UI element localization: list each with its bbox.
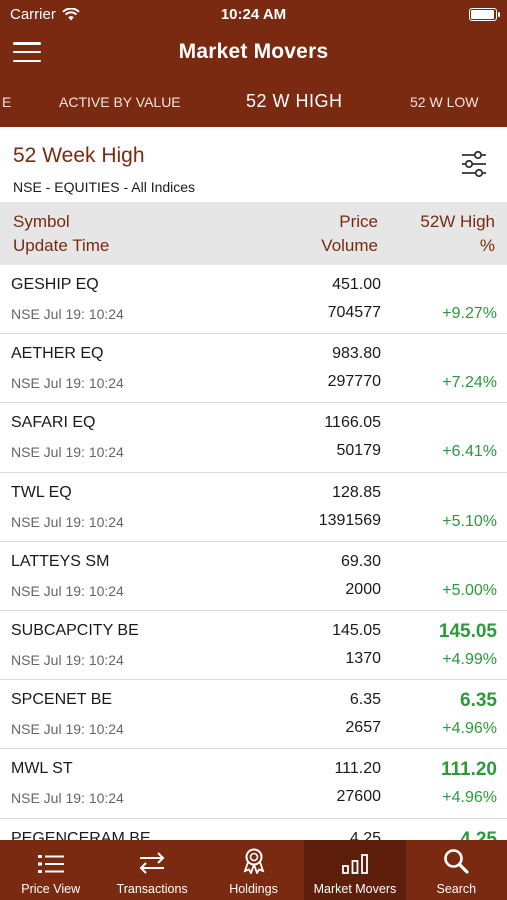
row-symbol: SPCENET BE — [11, 691, 113, 709]
table-row[interactable]: GESHIP EQ NSE Jul 19: 10:24 451.00 70457… — [0, 265, 507, 335]
row-change-pct: +6.41% — [442, 443, 497, 461]
search-icon — [444, 849, 469, 874]
tab-label: Transactions — [116, 882, 188, 896]
tab-search[interactable]: Search — [406, 840, 507, 900]
section-subtitle: NSE - EQUITIES - All Indices — [13, 179, 196, 195]
row-symbol: GESHIP EQ — [11, 276, 99, 293]
table-row[interactable]: LATTEYS SM NSE Jul 19: 10:24 69.30 2000 … — [0, 542, 507, 611]
menu-icon[interactable] — [13, 42, 41, 62]
row-update-time: NSE Jul 19: 10:24 — [11, 721, 124, 738]
row-update-time: NSE Jul 19: 10:24 — [11, 306, 124, 322]
row-price: 145.05 — [332, 621, 381, 639]
tab-previous-partial[interactable]: E — [2, 93, 12, 110]
row-symbol: TWL EQ — [11, 483, 72, 501]
table-row[interactable]: MWL ST NSE Jul 19: 10:24 111.20 27600 11… — [0, 749, 507, 819]
tab-transactions[interactable]: Transactions — [101, 840, 202, 900]
row-update-time: NSE Jul 19: 10:24 — [11, 375, 124, 392]
filter-sliders-icon[interactable] — [461, 149, 487, 179]
carrier-label: Carrier — [10, 5, 56, 23]
battery-icon — [469, 7, 500, 21]
top-bar: Carrier 10:24 AM Market Movers E ACTIVE … — [0, 0, 507, 127]
award-icon — [243, 848, 264, 874]
row-price: 451.00 — [332, 276, 381, 293]
row-volume: 704577 — [327, 304, 381, 321]
row-price: 983.80 — [332, 345, 381, 363]
row-change-pct: +5.00% — [442, 581, 497, 599]
tab-strip[interactable]: E ACTIVE BY VALUE 52 W HIGH 52 W LOW — [0, 76, 507, 127]
row-volume: 2000 — [345, 580, 381, 598]
col-update-time[interactable]: Update Time — [13, 236, 110, 255]
row-52w-high: 6.35 — [460, 690, 497, 712]
col-price[interactable]: Price — [339, 212, 378, 231]
row-volume: 1391569 — [318, 511, 381, 529]
row-symbol: PEGENCERAM BE — [11, 829, 151, 841]
tab-price-view[interactable]: Price View — [0, 840, 101, 900]
col-52w-high[interactable]: 52W High — [420, 212, 495, 231]
table-row[interactable]: TWL EQ NSE Jul 19: 10:24 128.85 1391569 … — [0, 473, 507, 542]
tab-holdings[interactable]: Holdings — [203, 840, 304, 900]
row-price: 111.20 — [334, 760, 381, 778]
row-change-pct: +4.99% — [442, 650, 497, 668]
col-percent[interactable]: % — [479, 236, 495, 255]
bottom-tab-bar: Price View Transactions Holdings Market … — [0, 840, 507, 900]
row-price: 69.30 — [340, 552, 381, 570]
tab-label: Price View — [21, 882, 81, 896]
row-symbol: MWL ST — [11, 760, 73, 778]
row-52w-high: 111.20 — [440, 759, 497, 781]
section-title: 52 Week High — [13, 144, 145, 167]
row-change-pct: +7.24% — [442, 374, 497, 392]
row-symbol: SAFARI EQ — [11, 414, 96, 432]
row-update-time: NSE Jul 19: 10:24 — [11, 444, 124, 461]
row-symbol: AETHER EQ — [11, 345, 104, 363]
col-symbol[interactable]: Symbol — [13, 212, 70, 231]
table-row[interactable]: PEGENCERAM BE 4.25 4.25 — [0, 819, 507, 841]
row-52w-high: 4.25 — [460, 828, 497, 841]
list-icon — [37, 855, 64, 873]
row-symbol: SUBCAPCITY BE — [11, 621, 139, 639]
table-row[interactable]: AETHER EQ NSE Jul 19: 10:24 983.80 29777… — [0, 334, 507, 404]
col-volume[interactable]: Volume — [321, 236, 378, 255]
row-volume: 50179 — [336, 442, 382, 460]
table-row[interactable]: SAFARI EQ NSE Jul 19: 10:24 1166.05 5017… — [0, 403, 507, 473]
row-change-pct: +9.27% — [442, 305, 497, 322]
table-row[interactable]: SPCENET BE NSE Jul 19: 10:24 6.35 2657 6… — [0, 680, 507, 750]
movers-list[interactable]: GESHIP EQ NSE Jul 19: 10:24 451.00 70457… — [0, 265, 507, 840]
row-update-time: NSE Jul 19: 10:24 — [11, 790, 124, 807]
row-volume: 2657 — [345, 719, 381, 737]
carrier-group: Carrier — [10, 6, 80, 23]
tab-active-by-value[interactable]: ACTIVE BY VALUE — [59, 93, 181, 110]
row-change-pct: +4.96% — [442, 789, 497, 807]
row-volume: 27600 — [336, 788, 382, 806]
row-price: 1166.05 — [324, 414, 381, 432]
transfer-arrows-icon — [139, 852, 165, 874]
column-header: Symbol Update Time Price Volume 52W High… — [0, 202, 507, 265]
row-volume: 297770 — [327, 373, 381, 391]
tab-label: Search — [436, 882, 477, 896]
row-symbol: LATTEYS SM — [11, 552, 110, 570]
wifi-icon — [62, 7, 80, 20]
bar-chart-icon — [342, 854, 368, 874]
page-title: Market Movers — [178, 40, 329, 63]
tab-market-movers[interactable]: Market Movers — [304, 840, 406, 900]
row-volume: 1370 — [345, 649, 381, 667]
row-update-time: NSE Jul 19: 10:24 — [11, 513, 124, 530]
tab-52w-low[interactable]: 52 W LOW — [410, 93, 479, 110]
row-price: 6.35 — [349, 691, 381, 709]
section-header: 52 Week High NSE - EQUITIES - All Indice… — [0, 127, 507, 202]
row-update-time: NSE Jul 19: 10:24 — [11, 651, 124, 668]
tab-label: Holdings — [229, 882, 278, 896]
row-change-pct: +5.10% — [442, 512, 497, 530]
row-update-time: NSE Jul 19: 10:24 — [11, 582, 124, 599]
row-price: 4.25 — [349, 829, 381, 841]
navigation-bar: Market Movers — [0, 28, 507, 76]
tab-label: Market Movers — [313, 882, 397, 896]
tab-52w-high[interactable]: 52 W HIGH — [246, 91, 343, 111]
status-bar: Carrier 10:24 AM — [0, 0, 507, 28]
row-52w-high: 145.05 — [438, 620, 497, 642]
row-change-pct: +4.96% — [442, 720, 497, 738]
row-price: 128.85 — [332, 483, 381, 501]
table-row[interactable]: SUBCAPCITY BE NSE Jul 19: 10:24 145.05 1… — [0, 611, 507, 681]
